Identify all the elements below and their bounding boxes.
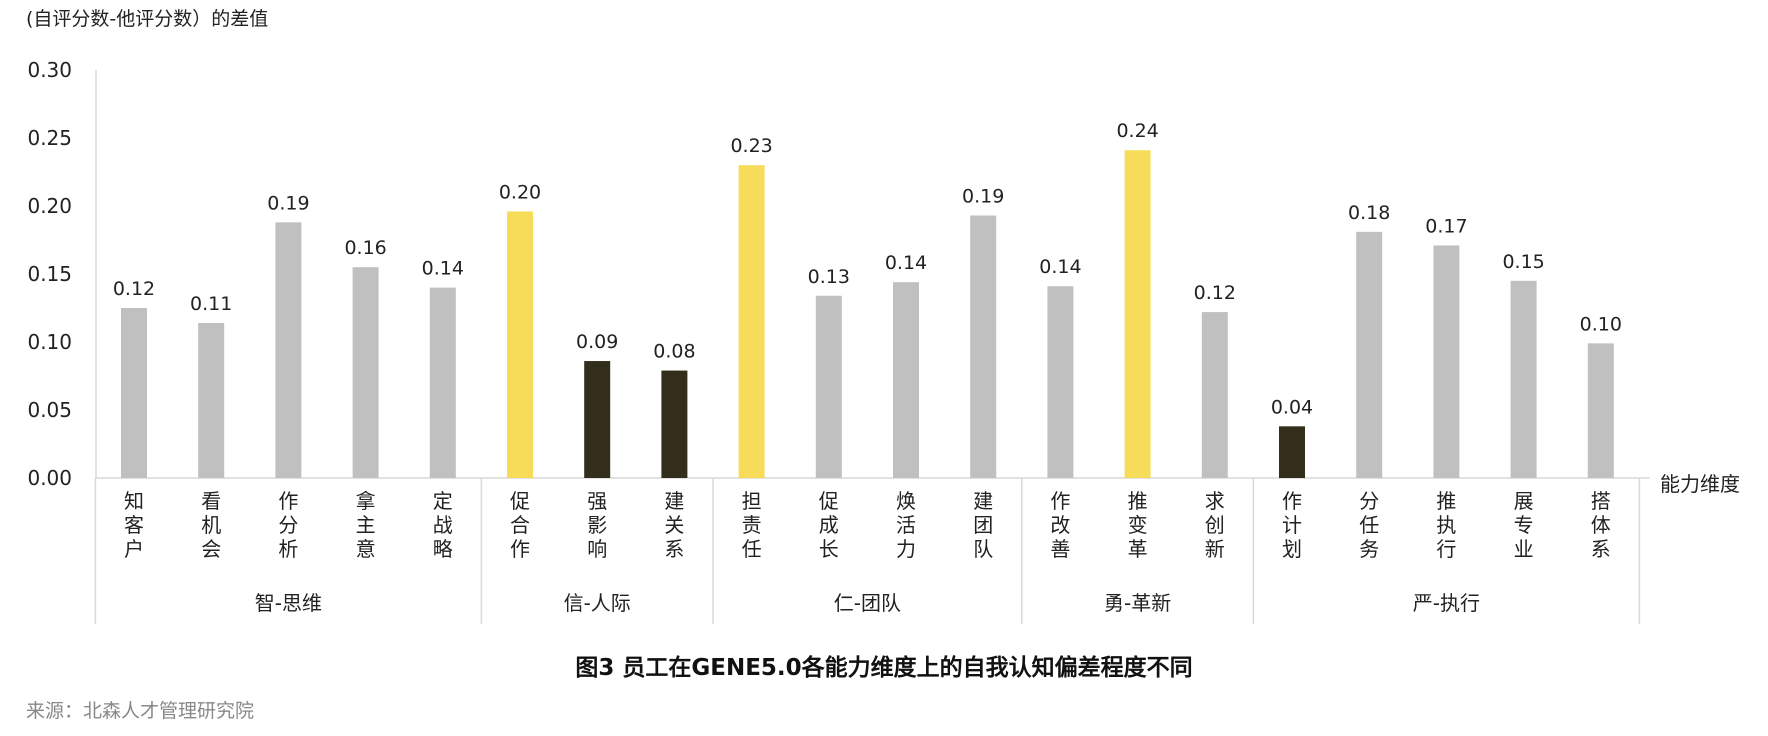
bar (121, 308, 147, 478)
bar (1047, 286, 1074, 478)
category-label: 展专业 (1514, 489, 1534, 561)
category-label: 担责任 (742, 489, 762, 561)
value-label: 0.11 (190, 293, 232, 315)
category-label: 促合作 (510, 489, 530, 561)
value-label: 0.17 (1425, 215, 1467, 237)
bar (1587, 343, 1614, 478)
category-label: 推执行 (1436, 489, 1456, 561)
category-label: 焕活力 (896, 489, 916, 561)
y-tick-label: 0.20 (27, 194, 72, 218)
value-label: 0.19 (267, 192, 309, 214)
bar (815, 295, 842, 478)
value-label: 0.20 (499, 181, 541, 203)
y-tick-label: 0.05 (27, 398, 72, 422)
bar (1201, 312, 1228, 478)
bar (1356, 231, 1383, 478)
category-label: 建团队 (973, 489, 993, 561)
value-label: 0.14 (422, 258, 464, 280)
value-label: 0.14 (1039, 256, 1081, 278)
value-label: 0.10 (1580, 313, 1622, 335)
bar (1279, 426, 1305, 478)
value-label: 0.23 (730, 135, 772, 157)
category-label: 拿主意 (356, 489, 376, 561)
bar (1124, 150, 1151, 479)
category-label: 作计划 (1282, 489, 1302, 561)
bar (507, 211, 533, 478)
bar (198, 322, 225, 478)
value-label: 0.12 (1194, 282, 1236, 304)
figure-caption: 图3 员工在GENE5.0各能力维度上的自我认知偏差程度不同 (575, 655, 1193, 681)
category-label: 定战略 (433, 489, 453, 561)
bar (893, 282, 919, 478)
category-label: 作分析 (278, 489, 298, 561)
y-tick-label: 0.25 (27, 126, 72, 150)
bar (661, 370, 688, 478)
value-label: 0.14 (885, 252, 927, 274)
value-label: 0.24 (1116, 120, 1158, 142)
bar (738, 165, 765, 478)
group-label: 勇-革新 (1104, 591, 1171, 615)
y-tick-label: 0.10 (27, 330, 72, 354)
x-axis-title: 能力维度 (1660, 472, 1740, 496)
category-label: 作改善 (1050, 489, 1070, 561)
y-tick-label: 0.30 (27, 58, 72, 82)
value-label: 0.16 (344, 237, 386, 259)
value-label: 0.12 (113, 278, 155, 300)
bar (352, 267, 379, 478)
value-label: 0.04 (1271, 396, 1313, 418)
value-label: 0.18 (1348, 202, 1390, 224)
group-label: 信-人际 (564, 591, 631, 615)
category-label: 搭体系 (1591, 489, 1611, 561)
value-label: 0.08 (653, 341, 695, 363)
group-label: 仁-团队 (834, 591, 901, 615)
category-label: 知客户 (124, 489, 144, 561)
y-axis-title: (自评分数-他评分数）的差值 (26, 8, 269, 30)
bar (970, 215, 997, 478)
category-label: 求创新 (1205, 489, 1225, 561)
y-tick-label: 0.15 (27, 262, 72, 286)
bar (584, 361, 611, 478)
value-label: 0.19 (962, 186, 1004, 208)
category-label: 看机会 (201, 489, 221, 561)
group-label: 智-思维 (255, 591, 322, 615)
bar (1510, 280, 1537, 478)
category-label: 分任务 (1359, 489, 1379, 561)
bar (1433, 245, 1460, 478)
y-tick-label: 0.00 (27, 466, 72, 490)
category-label: 强影响 (587, 489, 607, 561)
group-label: 严-执行 (1413, 591, 1480, 615)
source-note: 来源：北森人才管理研究院 (26, 700, 255, 722)
bar (275, 222, 302, 478)
category-label: 推变革 (1128, 489, 1148, 561)
category-label: 建关系 (664, 489, 684, 561)
value-label: 0.13 (808, 266, 850, 288)
bar (429, 287, 456, 478)
value-label: 0.15 (1502, 251, 1544, 273)
category-label: 促成长 (819, 489, 839, 561)
value-label: 0.09 (576, 331, 618, 353)
